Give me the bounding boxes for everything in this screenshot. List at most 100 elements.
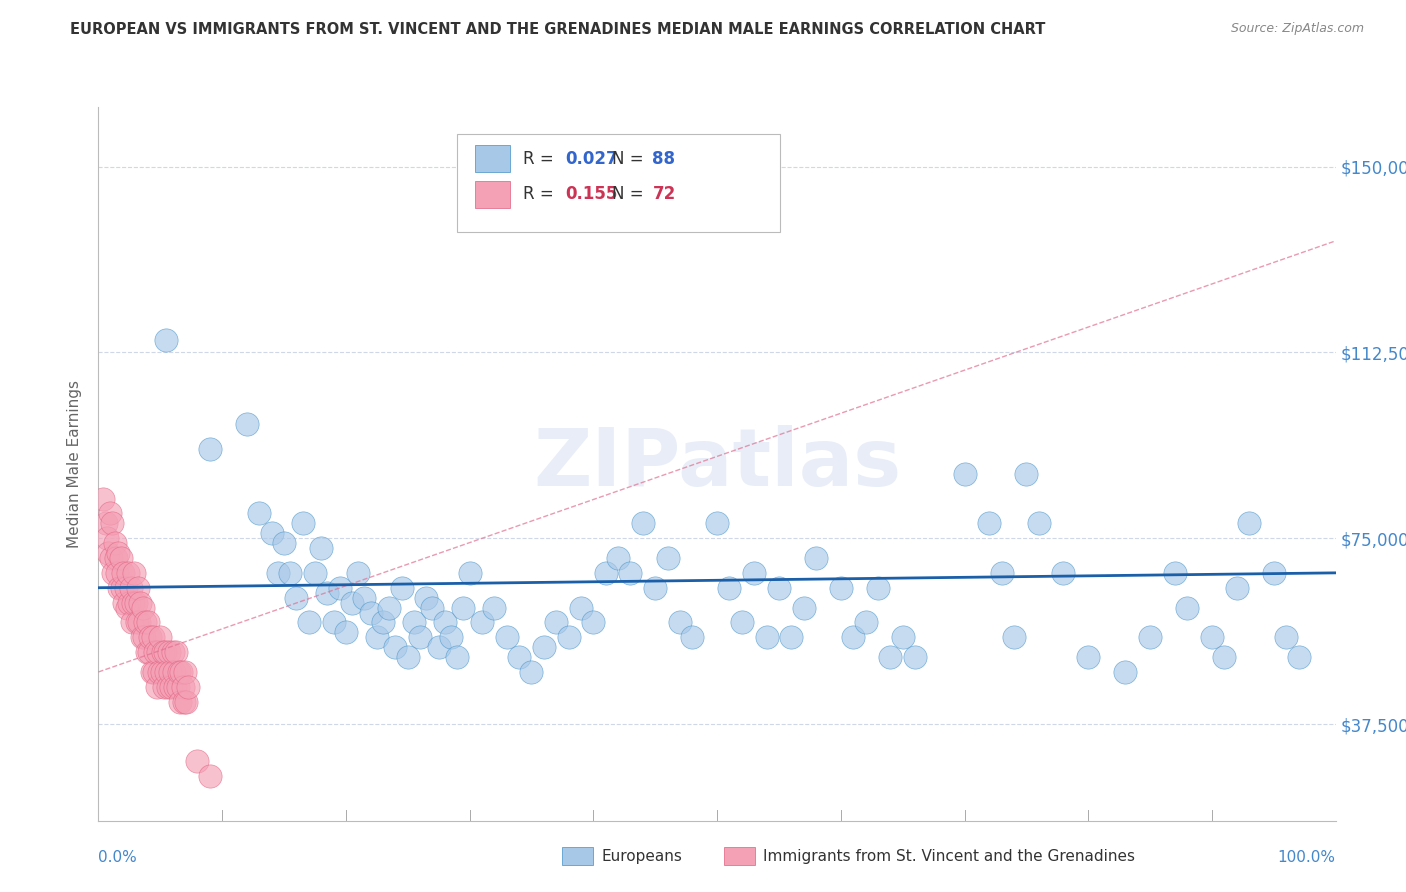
Text: 88: 88	[652, 150, 675, 168]
Point	[101, 516, 124, 531]
Point	[129, 596, 152, 610]
Text: N =: N =	[612, 150, 648, 168]
Point	[165, 680, 187, 694]
Point	[167, 665, 190, 679]
Point	[128, 615, 150, 630]
Point	[607, 551, 630, 566]
Point	[120, 581, 142, 595]
Point	[198, 769, 221, 783]
Point	[366, 630, 388, 644]
Point	[706, 516, 728, 531]
Point	[298, 615, 321, 630]
Point	[520, 665, 543, 679]
Point	[768, 581, 790, 595]
Point	[155, 665, 177, 679]
Point	[132, 600, 155, 615]
Point	[644, 581, 666, 595]
Point	[595, 566, 617, 580]
Point	[433, 615, 456, 630]
Point	[131, 630, 153, 644]
Point	[669, 615, 692, 630]
Point	[278, 566, 301, 580]
Point	[273, 536, 295, 550]
Point	[141, 665, 163, 679]
Point	[172, 680, 194, 694]
Point	[108, 581, 131, 595]
Point	[112, 596, 135, 610]
Point	[125, 615, 148, 630]
Point	[1164, 566, 1187, 580]
Point	[198, 442, 221, 456]
Point	[122, 596, 145, 610]
Text: R =: R =	[523, 150, 560, 168]
Point	[267, 566, 290, 580]
Point	[285, 591, 308, 605]
Point	[855, 615, 877, 630]
Point	[1077, 650, 1099, 665]
Point	[495, 630, 517, 644]
Point	[1002, 630, 1025, 644]
Point	[1201, 630, 1223, 644]
Point	[391, 581, 413, 595]
Point	[155, 333, 177, 347]
Point	[174, 695, 197, 709]
Point	[360, 606, 382, 620]
Point	[631, 516, 654, 531]
Point	[135, 645, 157, 659]
Point	[484, 600, 506, 615]
Point	[879, 650, 901, 665]
Point	[866, 581, 889, 595]
Point	[1139, 630, 1161, 644]
Point	[471, 615, 494, 630]
Point	[155, 645, 177, 659]
Point	[114, 581, 136, 595]
Point	[170, 665, 193, 679]
Point	[396, 650, 419, 665]
Point	[260, 526, 283, 541]
Text: EUROPEAN VS IMMIGRANTS FROM ST. VINCENT AND THE GRENADINES MEDIAN MALE EARNINGS : EUROPEAN VS IMMIGRANTS FROM ST. VINCENT …	[70, 22, 1046, 37]
Point	[103, 536, 125, 550]
Point	[134, 630, 156, 644]
Point	[953, 467, 976, 481]
Point	[291, 516, 314, 531]
Point	[112, 566, 135, 580]
Point	[117, 566, 139, 580]
Point	[105, 566, 128, 580]
Point	[533, 640, 555, 655]
Point	[1114, 665, 1136, 679]
Text: 0.027: 0.027	[565, 150, 617, 168]
Point	[96, 531, 118, 545]
Point	[378, 600, 401, 615]
Point	[149, 630, 172, 644]
Point	[142, 630, 165, 644]
Point	[103, 566, 125, 580]
Text: R =: R =	[523, 186, 560, 203]
Text: 72: 72	[652, 186, 676, 203]
Point	[427, 640, 450, 655]
Point	[1028, 516, 1050, 531]
Text: 0.0%: 0.0%	[98, 850, 138, 865]
Point	[619, 566, 641, 580]
Point	[173, 695, 195, 709]
Point	[104, 551, 127, 566]
Point	[94, 516, 117, 531]
Point	[340, 596, 363, 610]
Point	[107, 546, 129, 560]
Point	[143, 645, 166, 659]
Text: 100.0%: 100.0%	[1278, 850, 1336, 865]
Point	[152, 645, 174, 659]
Point	[830, 581, 852, 595]
Point	[1052, 566, 1074, 580]
Point	[138, 645, 160, 659]
Point	[329, 581, 352, 595]
Text: 0.155: 0.155	[565, 186, 617, 203]
Point	[440, 630, 463, 644]
Point	[409, 630, 432, 644]
Point	[979, 516, 1001, 531]
Point	[804, 551, 827, 566]
Point	[304, 566, 326, 580]
Point	[160, 680, 183, 694]
Point	[148, 665, 170, 679]
Point	[316, 585, 339, 599]
Point	[793, 600, 815, 615]
